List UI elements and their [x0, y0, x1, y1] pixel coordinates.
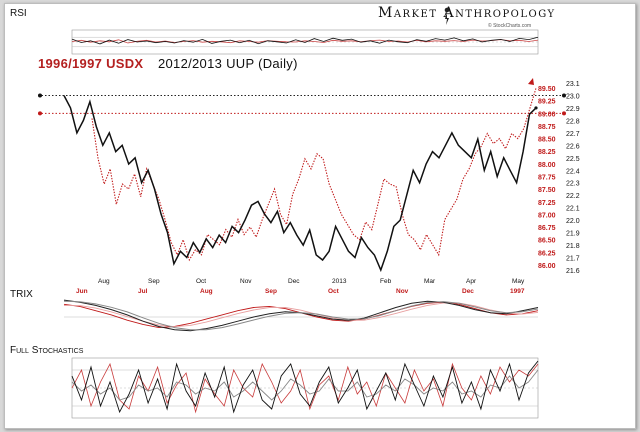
uup-axis-tick-label: 21.9 [566, 231, 580, 238]
uup-axis-tick-label: 22.9 [566, 106, 580, 113]
uup-month-label: May [512, 278, 525, 285]
uup-axis-tick-label: 22.3 [566, 181, 580, 188]
uup-month-label: 2013 [332, 278, 347, 285]
brand-name: Market Anthropology [378, 5, 556, 21]
uup-axis-tick-label: 22.5 [566, 156, 580, 163]
uup-end-marker [534, 106, 538, 110]
uup-month-label: Oct [196, 278, 206, 285]
usdx-axis-tick-label: 88.75 [538, 124, 556, 131]
usdx-month-label: Nov [396, 288, 409, 295]
uup-axis-tick-label: 22.4 [566, 168, 580, 175]
uup-axis-tick-label: 22.8 [566, 118, 580, 125]
uup-axis-tick-label: 21.6 [566, 268, 580, 275]
trix-panel-label: TRIX [10, 289, 33, 300]
rsi-panel [71, 29, 539, 55]
rsi-panel-label: RSI [10, 8, 27, 19]
overlay-title-uup: 2012/2013 UUP (Daily) [158, 56, 298, 71]
usdx-month-label: Jul [138, 288, 148, 295]
usdx-axis-tick-label: 87.75 [538, 175, 556, 182]
uup-month-label: Dec [288, 278, 300, 285]
uup-axis-tick-label: 22.2 [566, 193, 580, 200]
uup-month-label: Nov [240, 278, 252, 285]
usdx-axis-tick-label: 86.50 [538, 238, 556, 245]
uup-series-line [63, 95, 537, 273]
price-panel: 23.1 23.0 22.9 22.8 22.7 22.6 22.5 22.4 22.3 22.2… [38, 78, 580, 295]
usdx-axis-tick-label: 89.00 [538, 111, 556, 118]
uup-month-label: Sep [148, 278, 160, 285]
trix-panel [63, 299, 539, 332]
usdx-month-label: Jun [76, 288, 88, 295]
usdx-axis-tick-label: 89.25 [538, 99, 556, 106]
usdx-axis-tick-label: 87.25 [538, 200, 556, 207]
usdx-reference-dot [38, 111, 42, 116]
usdx-axis-tick-label: 88.00 [538, 162, 556, 169]
uup-axis-tick-label: 22.6 [566, 143, 580, 150]
usdx-axis-tick-label: 87.50 [538, 187, 556, 194]
stochastics-d-uup [71, 369, 539, 401]
usdx-month-label: 1997 [510, 288, 525, 295]
usdx-axis-tick-label: 86.00 [538, 263, 556, 270]
usdx-axis-tick-label: 86.75 [538, 225, 556, 232]
uup-month-label: Mar [424, 278, 436, 285]
stochastics-panel-label: Full Stochastics [10, 345, 84, 356]
stochastics-panel [71, 357, 539, 419]
uup-axis-tick-label: 21.7 [566, 256, 580, 263]
uup-axis-tick-label: 22.0 [566, 218, 580, 225]
usdx-axis-tick-label: 86.25 [538, 250, 556, 257]
overlay-title-usdx: 1996/1997 USDX [38, 56, 144, 71]
uup-month-label: Aug [98, 278, 110, 285]
usdx-month-label: Dec [462, 288, 474, 295]
uup-axis-tick-label: 21.8 [566, 243, 580, 250]
uup-axis-tick-label: 22.1 [566, 206, 580, 213]
usdx-arrow-marker [528, 78, 534, 85]
uup-axis-tick-label: 23.0 [566, 93, 580, 100]
usdx-month-label: Oct [328, 288, 340, 295]
uup-axis-tick-label: 23.1 [566, 81, 580, 88]
silhouette-logo-icon [444, 7, 450, 25]
uup-month-label: Apr [466, 278, 477, 285]
uup-reference-dot [38, 93, 42, 98]
uup-axis-tick-label: 22.7 [566, 131, 580, 138]
stochastics-k-uup [71, 360, 539, 414]
uup-month-label: Feb [380, 278, 392, 285]
usdx-month-label: Aug [200, 288, 213, 295]
usdx-axis-tick-label: 87.00 [538, 212, 556, 219]
trix-signal-uup [63, 300, 539, 331]
rsi-line-uup [71, 36, 539, 45]
usdx-axis-tick-label: 88.50 [538, 137, 556, 144]
usdx-month-label: Sep [265, 288, 277, 295]
brand-subtitle: © StockCharts.com [488, 23, 532, 29]
usdx-axis-tick-label: 89.50 [538, 86, 556, 93]
rsi-line-usdx [71, 39, 539, 44]
uup-reference-dot [562, 93, 566, 98]
usdx-series-line [91, 87, 537, 262]
usdx-reference-dot [562, 111, 566, 116]
usdx-axis-tick-label: 88.25 [538, 149, 556, 156]
